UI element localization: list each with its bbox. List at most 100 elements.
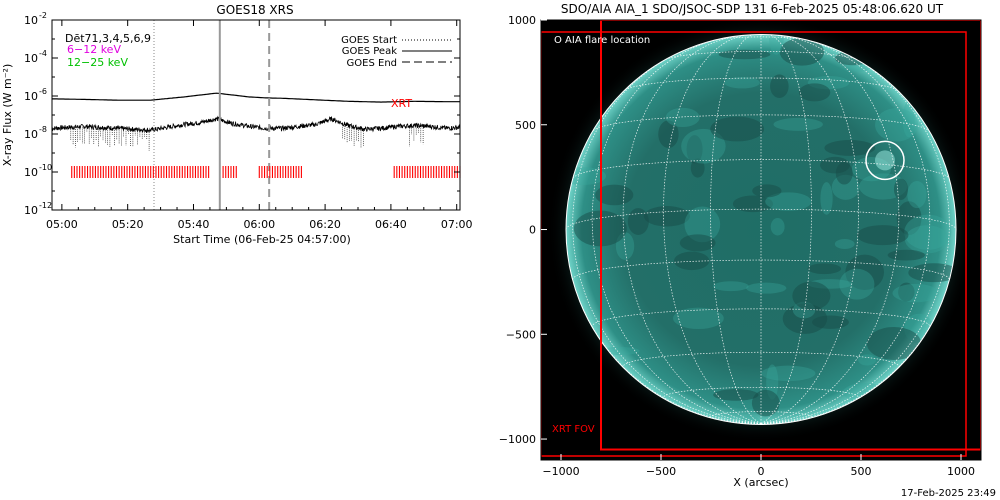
goes-y-tick-exponent: -4 (39, 49, 47, 58)
goes-x-tick-label: 05:00 (46, 218, 78, 231)
flare-location-label: O AIA flare location (554, 35, 650, 46)
xrt-coverage-bars (71, 166, 461, 178)
active-region (765, 192, 812, 211)
coronal-hole (710, 116, 765, 142)
coronal-hole (643, 206, 690, 227)
coronal-hole (752, 184, 782, 198)
coronal-hole (732, 195, 774, 213)
active-region (713, 281, 749, 292)
coronal-hole (718, 49, 771, 60)
coronal-hole (713, 389, 759, 401)
active-region (904, 214, 952, 250)
active-region (820, 182, 833, 215)
longitude-line (760, 35, 900, 424)
coronal-hole (835, 162, 853, 185)
goes-xlabel: Start Time (06-Feb-25 04:57:00) (173, 233, 351, 246)
goes-y-tick-exponent: -12 (39, 201, 52, 210)
longitude-line (760, 423, 767, 425)
aia-y-tick-label: −1000 (499, 433, 536, 446)
coronal-hole (751, 389, 780, 417)
active-region (746, 282, 787, 294)
aia-y-ticks: −1000 −500 0 500 1000 (499, 14, 547, 446)
goes-x-tick-label: 06:00 (243, 218, 275, 231)
goes-x-tick-label: 07:00 (441, 218, 473, 231)
latitude-line (591, 308, 931, 328)
goes-series-long (52, 92, 460, 103)
longitude-line (760, 229, 956, 424)
goes-series-short (51, 115, 461, 134)
coronal-hole (893, 178, 908, 200)
goes-series-group (51, 92, 461, 151)
goes-legend: GOES Start GOES Peak GOES End (341, 35, 452, 69)
active-region (665, 107, 700, 128)
coronal-hole (792, 281, 831, 311)
aia-xlabel: X (arcsec) (733, 476, 788, 489)
coronal-hole (866, 326, 922, 360)
footer-timestamp: 17-Feb-2025 23:49 (901, 488, 996, 499)
coronal-hole (807, 263, 842, 275)
goes-y-tick-exponent: -2 (39, 11, 47, 20)
longitude-line (622, 35, 762, 424)
legend-goes-peak: GOES Peak (342, 46, 397, 57)
goes-y-tick-label: 10 (24, 204, 38, 217)
aia-y-tick-label: 0 (529, 224, 536, 237)
active-region (834, 238, 855, 249)
flare-brightening (875, 150, 895, 171)
coronal-hole (690, 158, 705, 178)
active-region (773, 117, 823, 131)
longitude-line (663, 34, 762, 424)
detector-label: Dēt71,3,4,5,6,9 (65, 32, 151, 45)
longitude-line (760, 49, 950, 424)
coronal-hole (887, 249, 925, 261)
legend-goes-end: GOES End (347, 58, 397, 69)
goes-y-tick-label: 10 (24, 52, 38, 65)
coronal-hole (679, 234, 716, 252)
goes-ylabel: X-ray Flux (W m⁻²) (1, 64, 14, 166)
band-12-25-label: 12−25 keV (67, 56, 128, 69)
goes-y-tick-exponent: -10 (39, 163, 52, 172)
active-region (907, 180, 927, 209)
longitude-line (710, 34, 762, 424)
active-region (839, 268, 875, 300)
goes-y-tick-label: 10 (24, 90, 38, 103)
goes-x-tick-label: 05:20 (112, 218, 144, 231)
longitude-line (572, 49, 762, 424)
aia-x-tick-label: 0 (758, 465, 765, 478)
goes-y-tick-label: 10 (24, 128, 38, 141)
coronal-hole (908, 263, 956, 283)
active-region (858, 354, 877, 366)
xrt-fov-label: XRT FOV (552, 424, 595, 435)
coronal-hole (779, 38, 825, 66)
active-region (673, 307, 724, 330)
aia-y-tick-label: −500 (506, 328, 536, 341)
coronal-hole (824, 140, 876, 156)
coronal-hole (658, 120, 679, 148)
goes-event-lines (153, 20, 271, 210)
active-region (875, 108, 919, 142)
flare-location-marker (865, 140, 905, 181)
aia-y-tick-label: 500 (515, 119, 536, 132)
xrt-label: XRT (391, 97, 412, 110)
aia-image-panel: SDO/AIA AIA_1 SDO/JSOC-SDP 131 6-Feb-202… (499, 2, 982, 489)
active-region (768, 34, 784, 55)
coronal-hole (798, 83, 831, 102)
active-region (761, 365, 816, 382)
active-region (739, 415, 761, 425)
longitude-line (760, 34, 859, 424)
coronal-hole (686, 135, 703, 164)
solar-limb (565, 34, 957, 426)
longitude-line (591, 37, 762, 424)
longitude-line (566, 229, 762, 424)
goes-y-tick-exponent: -6 (39, 87, 47, 96)
goes-series-noise (70, 123, 424, 151)
active-region (770, 218, 785, 236)
aia-x-ticks: −1000 −500 0 500 1000 (542, 454, 975, 478)
aia-x-tick-label: −500 (646, 465, 676, 478)
aia-x-tick-label: −1000 (542, 465, 579, 478)
coronal-hole (770, 74, 789, 99)
band-6-12-label: 6−12 keV (67, 43, 121, 56)
coronal-hole (896, 201, 922, 235)
